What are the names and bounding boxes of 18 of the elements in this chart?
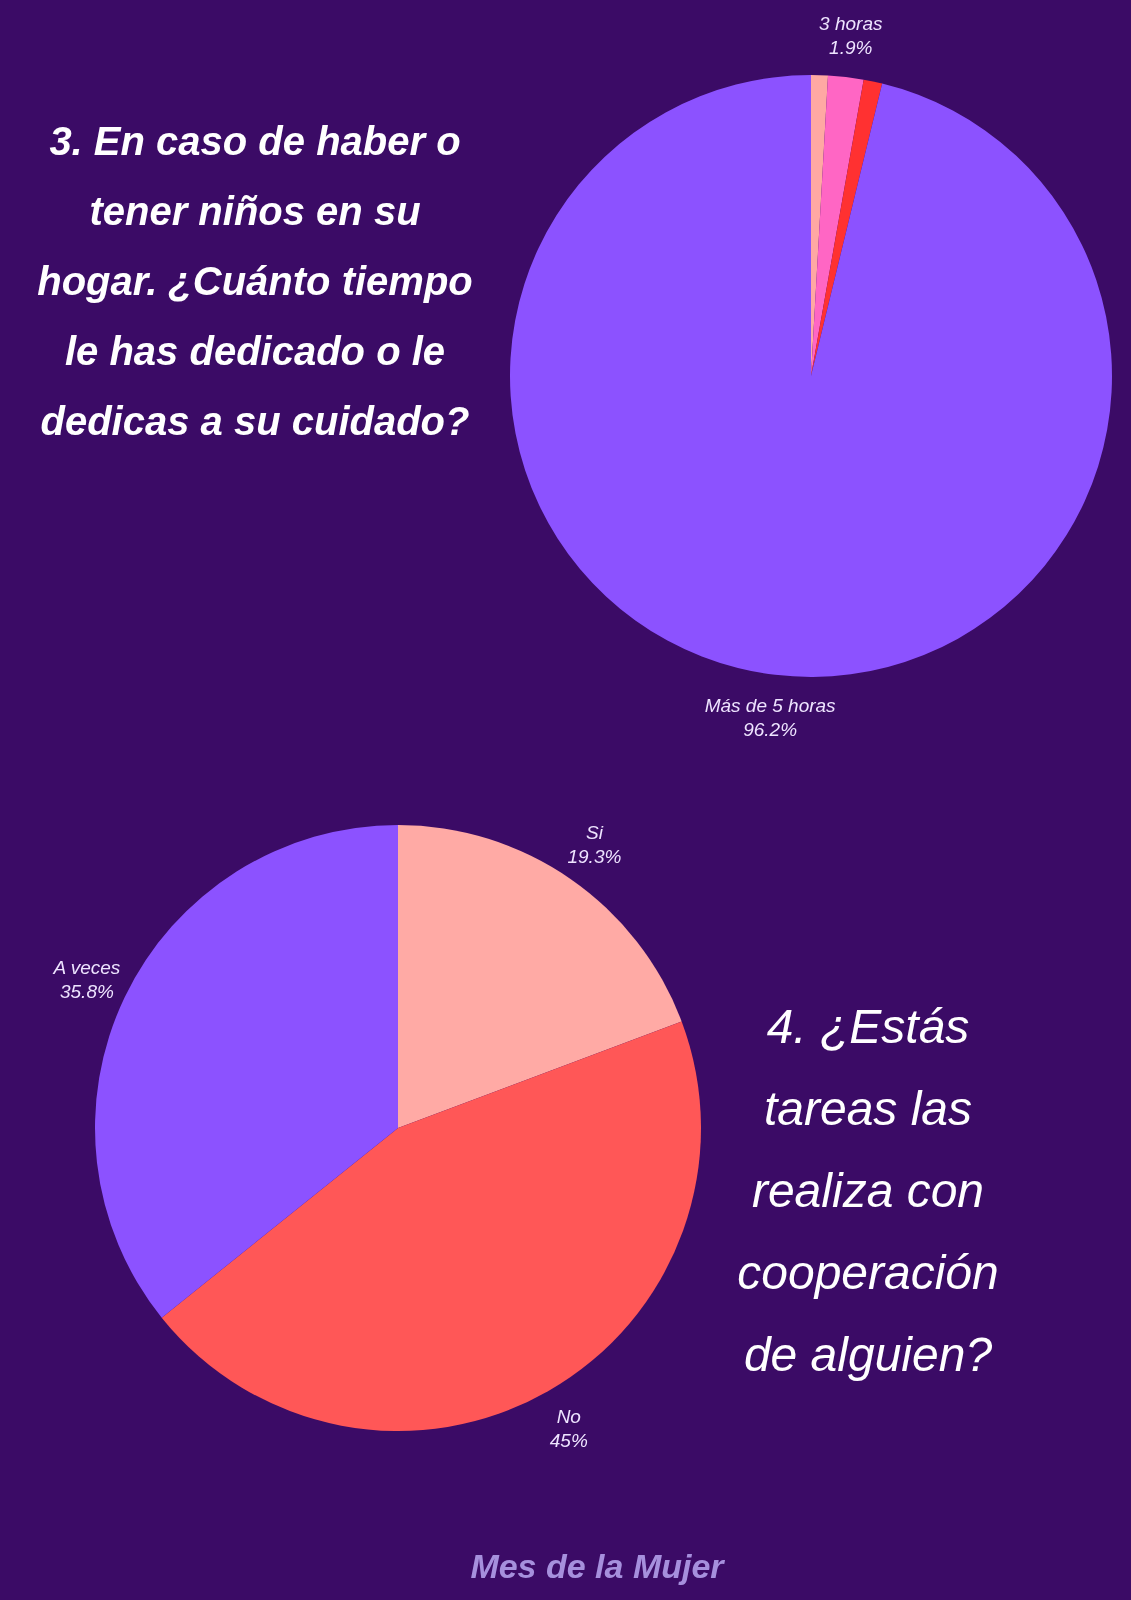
slice-label: 3 horas xyxy=(819,13,883,35)
slice-label: Si xyxy=(585,822,604,844)
pie-slice xyxy=(510,75,1112,677)
pie-slice xyxy=(811,75,864,376)
text: 3. En caso de haber o tener niños en su hogar. ¿Cuánto tiempo le has dedicado o le dedicas a su cuidado? xyxy=(37,119,473,443)
text: 4. ¿Estás tareas las realiza con cooperación de alguien? xyxy=(737,1000,999,1381)
slice-label: Más de 5 horas xyxy=(704,694,837,716)
data-label: 19.3% xyxy=(567,846,622,868)
pie-slice xyxy=(161,1021,701,1431)
slice-label: A veces xyxy=(52,956,121,978)
pie-slice xyxy=(398,825,682,1128)
data-label: 35.8% xyxy=(59,980,114,1002)
data-label: 96.2% xyxy=(743,718,798,740)
data-label: 1.9% xyxy=(829,37,873,59)
data-label: 45% xyxy=(549,1429,588,1451)
text: Mes de la Mujer xyxy=(470,1547,726,1585)
slice-label: No xyxy=(556,1405,581,1427)
pie-slice xyxy=(811,79,883,376)
